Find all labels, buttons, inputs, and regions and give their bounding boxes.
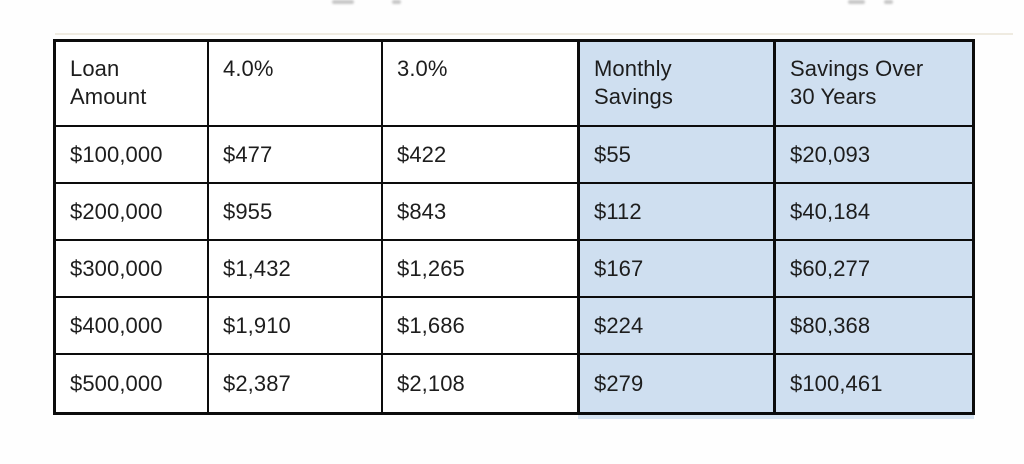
scan-line-artifact	[55, 33, 1013, 35]
column-gap	[568, 355, 580, 412]
cropped-text-artifact	[332, 0, 354, 4]
cell-savings-over-30-years: $40,184	[776, 184, 972, 241]
header-cell-monthly-savings: Monthly Savings	[580, 42, 776, 127]
cropped-text-artifact	[392, 0, 401, 4]
cell-savings-over-30-years: $100,461	[776, 355, 972, 412]
cell-payment-4-0: $2,387	[209, 355, 383, 412]
cell-savings-over-30-years: $80,368	[776, 298, 972, 355]
column-gap	[568, 42, 580, 127]
cell-monthly-savings: $55	[580, 127, 776, 184]
refinance-savings-table: Loan Amount 4.0% 3.0% Monthly Savings Sa…	[53, 39, 975, 415]
column-gap	[568, 184, 580, 241]
header-cell-rate-3-0: 3.0%	[383, 42, 568, 127]
cropped-text-artifact	[884, 0, 893, 4]
cell-monthly-savings: $167	[580, 241, 776, 298]
cell-payment-3-0: $2,108	[383, 355, 568, 412]
cropped-text-artifact	[848, 0, 865, 4]
cell-savings-over-30-years: $20,093	[776, 127, 972, 184]
cell-monthly-savings: $224	[580, 298, 776, 355]
column-gap	[568, 298, 580, 355]
header-cell-savings-over-30-years: Savings Over 30 Years	[776, 42, 972, 127]
cell-monthly-savings: $279	[580, 355, 776, 412]
render-artifact	[578, 415, 974, 419]
cell-payment-4-0: $1,910	[209, 298, 383, 355]
cell-loan-amount: $400,000	[56, 298, 209, 355]
cell-monthly-savings: $112	[580, 184, 776, 241]
cell-loan-amount: $500,000	[56, 355, 209, 412]
cell-savings-over-30-years: $60,277	[776, 241, 972, 298]
cell-loan-amount: $300,000	[56, 241, 209, 298]
cell-payment-3-0: $1,686	[383, 298, 568, 355]
cell-loan-amount: $200,000	[56, 184, 209, 241]
header-cell-rate-4-0: 4.0%	[209, 42, 383, 127]
cell-loan-amount: $100,000	[56, 127, 209, 184]
cell-payment-3-0: $1,265	[383, 241, 568, 298]
cell-payment-4-0: $955	[209, 184, 383, 241]
column-gap	[568, 127, 580, 184]
cell-payment-3-0: $422	[383, 127, 568, 184]
column-gap	[568, 241, 580, 298]
cell-payment-4-0: $1,432	[209, 241, 383, 298]
cell-payment-4-0: $477	[209, 127, 383, 184]
header-cell-loan-amount: Loan Amount	[56, 42, 209, 127]
cell-payment-3-0: $843	[383, 184, 568, 241]
